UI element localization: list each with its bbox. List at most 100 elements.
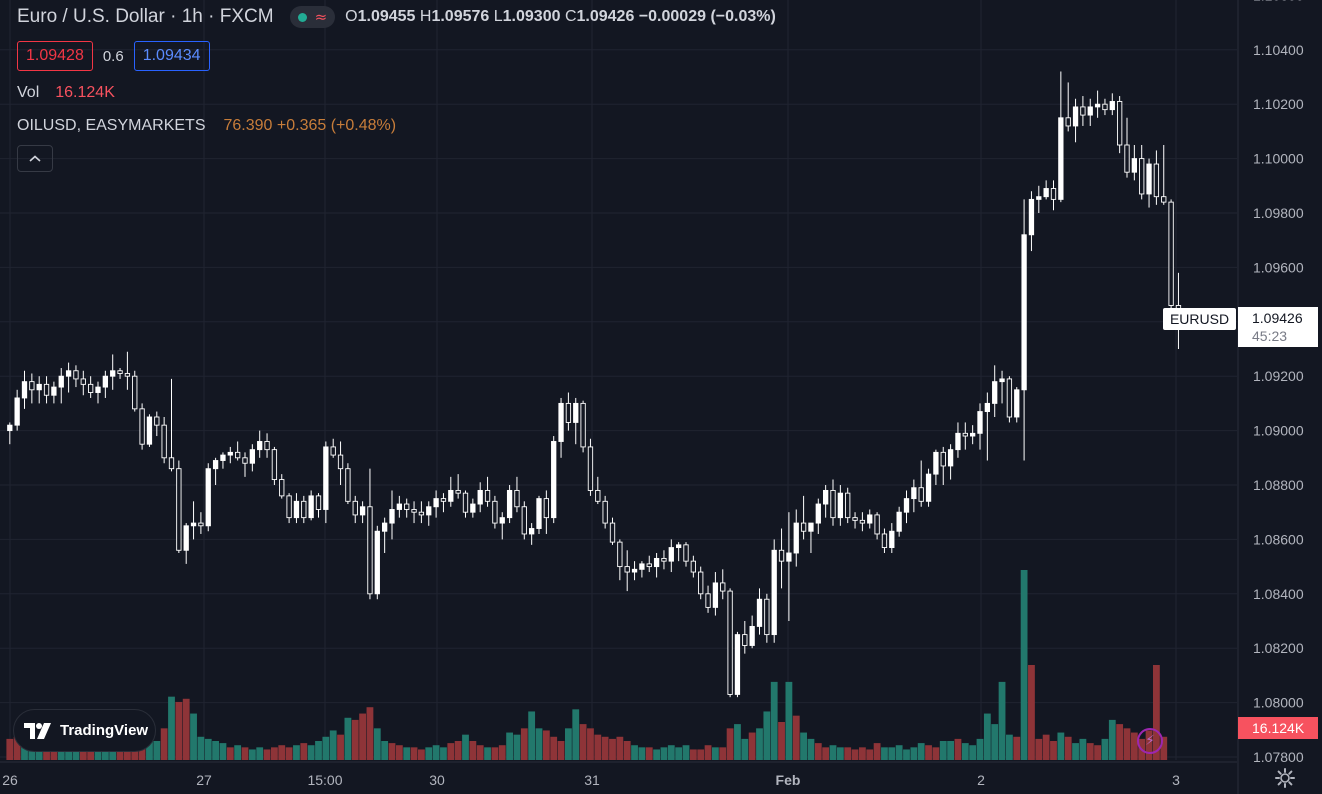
volume-bar <box>667 745 675 760</box>
symbol-price-label: EURUSD <box>1163 308 1236 330</box>
buy-button[interactable]: 1.09434 <box>133 41 210 71</box>
volume-bar <box>381 741 389 760</box>
gear-icon[interactable] <box>1274 767 1296 789</box>
price-tick-label: 1.09600 <box>1253 259 1304 275</box>
candle-body <box>551 441 557 519</box>
volume-bar <box>726 728 734 760</box>
candle-body <box>352 500 358 516</box>
volume-bar <box>800 732 807 760</box>
candle-body <box>168 457 175 470</box>
candle-body <box>1072 106 1079 127</box>
candle-body <box>315 495 322 510</box>
price-tick-label: 1.08800 <box>1253 477 1304 493</box>
candle-body <box>455 489 461 494</box>
volume-value: 16.124K <box>55 84 115 101</box>
candle-body <box>815 503 821 524</box>
volume-bar <box>770 681 778 760</box>
compare-legend[interactable]: OILUSD, EASYMARKETS 76.390 +0.365 (+0.48… <box>17 117 396 135</box>
candle-body <box>43 383 50 396</box>
legend-main: Euro / U.S. Dollar · 1h · FXCM ≈ O1.0945… <box>17 6 776 28</box>
close-key: C <box>564 8 577 25</box>
price-axis[interactable]: 1.07800 1.08000 1.08200 1.08400 1.08600 1.088… <box>1253 0 1304 765</box>
candle-body <box>117 370 123 374</box>
candle-body <box>543 498 550 519</box>
volume-bar <box>895 745 903 760</box>
volume-bar <box>903 749 910 760</box>
volume-bar <box>807 738 815 760</box>
volume-bar <box>1160 736 1168 760</box>
volume-bar <box>6 738 14 760</box>
symbol-title[interactable]: Euro / U.S. Dollar · 1h · FXCM <box>17 6 274 27</box>
volume-bar <box>961 743 969 760</box>
volume-bar <box>351 719 359 760</box>
candle-body <box>1116 101 1123 146</box>
candle-body <box>764 598 770 636</box>
volume-bar <box>322 736 330 760</box>
tradingview-logo[interactable]: TradingView <box>13 709 156 752</box>
price-tick-label: 1.09200 <box>1253 368 1304 384</box>
volume-bar <box>462 734 469 760</box>
volume-bar <box>947 741 954 760</box>
time-axis[interactable]: 26 27 15:00 30 31 Feb 2 3 <box>2 772 1180 788</box>
volume-bar <box>535 728 543 760</box>
candle-body <box>279 479 285 497</box>
candle-body <box>720 582 726 592</box>
volume-bar <box>1094 745 1101 760</box>
volume-legend[interactable]: Vol 16.124K <box>17 84 115 102</box>
candle-body <box>139 408 145 445</box>
volume-bar <box>1028 665 1035 760</box>
volume-bar <box>13 736 21 760</box>
candle-body <box>1102 103 1108 111</box>
candle-body <box>521 506 527 535</box>
candle-body <box>1087 106 1093 116</box>
candle-body <box>462 492 469 513</box>
time-tick-label: 30 <box>429 772 445 788</box>
volume-bar <box>631 745 638 760</box>
time-tick-label: 15:00 <box>307 772 342 788</box>
candle-body <box>1065 117 1071 127</box>
candle-body <box>823 489 829 505</box>
candle-body <box>947 449 954 467</box>
candle-body <box>712 582 719 608</box>
candle-body <box>249 449 255 464</box>
candle-body <box>977 411 983 434</box>
volume-bar <box>1064 736 1072 760</box>
lightning-icon[interactable]: ⚡ <box>1137 728 1163 754</box>
volume-bar <box>785 681 793 760</box>
volume-bar <box>623 741 631 760</box>
market-status-pill[interactable]: ≈ <box>289 6 336 28</box>
collapse-legend-button[interactable] <box>17 145 53 172</box>
sell-button[interactable]: 1.09428 <box>17 41 93 71</box>
candle-body <box>499 517 505 524</box>
candle-body <box>176 468 182 551</box>
volume-bar <box>682 745 690 760</box>
volume-bar <box>50 745 58 760</box>
candle-body <box>646 563 652 568</box>
candle-body <box>470 503 476 513</box>
price-tick-label: 1.10200 <box>1253 96 1304 112</box>
candle-body <box>845 492 851 519</box>
candle-body <box>830 489 836 519</box>
volume-bar <box>315 741 322 760</box>
volume-bar <box>395 745 403 760</box>
candle-body <box>1014 389 1020 418</box>
candle-body <box>837 492 844 519</box>
volume-bar <box>653 749 660 760</box>
candle-body <box>808 522 814 532</box>
volume-bar <box>1042 734 1050 760</box>
volume-bar <box>1108 719 1116 760</box>
volume-bar <box>822 747 830 760</box>
volume-bar <box>432 745 440 760</box>
price-tick-label: 1.10400 <box>1253 42 1304 58</box>
volume-bar <box>337 734 344 760</box>
volume-bar <box>476 745 484 760</box>
candle-body <box>1153 163 1160 198</box>
volume-bar <box>660 747 668 760</box>
volume-bar <box>1079 738 1087 760</box>
volume-bar <box>293 745 300 760</box>
volume-bar <box>704 745 712 760</box>
volume-bar <box>447 743 455 760</box>
volume-bar <box>248 749 256 760</box>
volume-bar <box>888 747 896 760</box>
